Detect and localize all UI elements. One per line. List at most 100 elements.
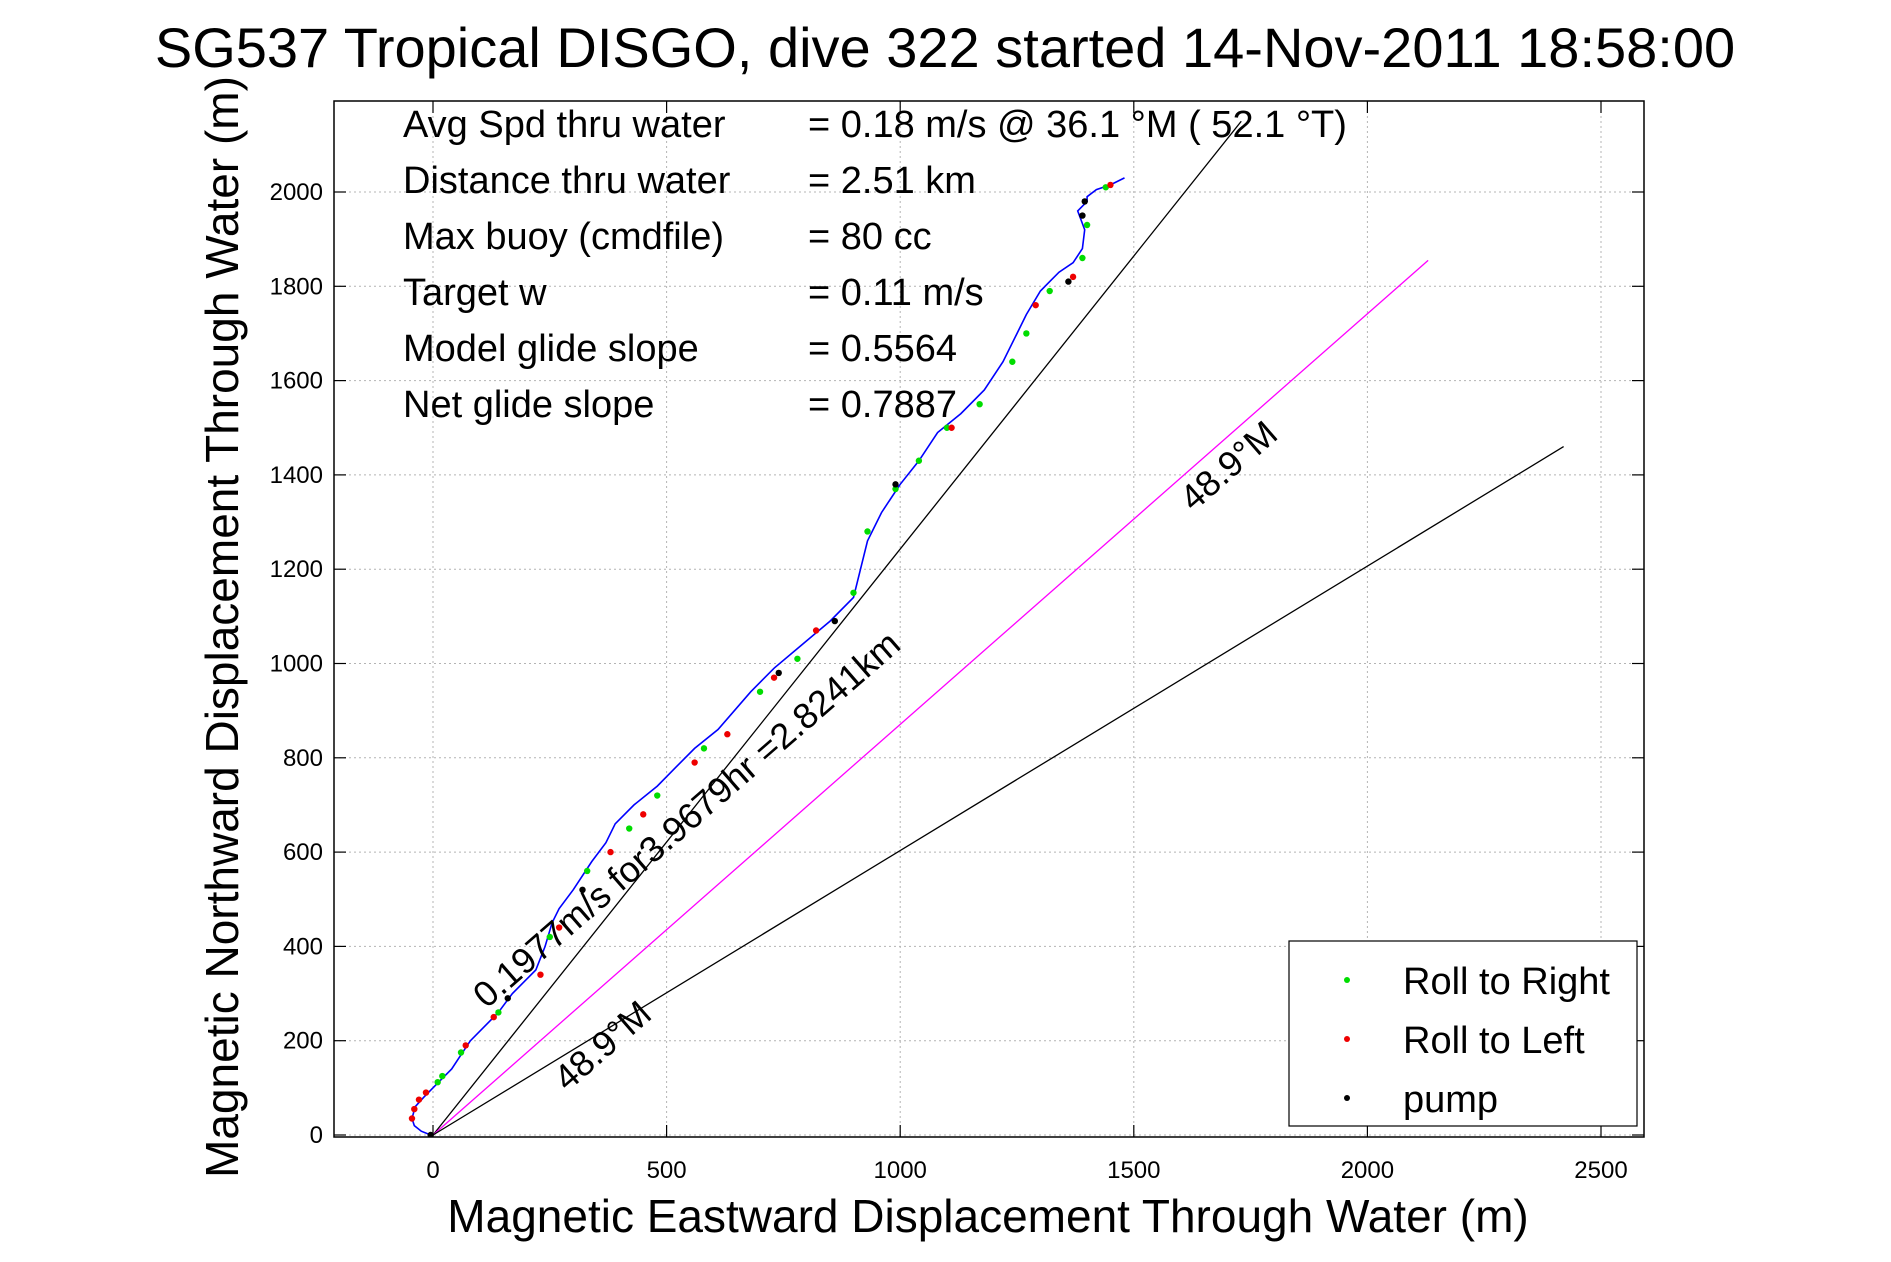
roll-right-marker [457,1049,465,1056]
roll-right-marker [794,655,801,662]
y-tick-label: 600 [283,839,323,866]
legend-label: Roll to Left [1403,1020,1585,1062]
pump-marker [775,669,782,677]
plot-frame [333,100,1645,1138]
axis-ticks: 0 500 1000 1500 2000 2500 0 200 400 600 800 1000 120… [270,101,1644,1184]
x-tick-label: 500 [647,1157,687,1184]
roll-left-marker [691,759,698,766]
annotation-label: 0.1977m/s for3.9679hr =2.8241km [465,623,908,1016]
annotation-label: 48.9°M [546,992,659,1098]
reference-line [432,120,1242,1136]
roll-left-marker [411,1105,418,1113]
track-line [411,177,1125,1136]
x-tick-label: 1500 [1107,1157,1160,1184]
roll-left-marker [408,1115,416,1122]
roll-right-marker [864,528,871,535]
roll-left-marker [1032,301,1039,309]
legend-marker [1344,1095,1350,1101]
pump-marker [1081,198,1088,205]
y-tick-label: 800 [283,745,323,772]
stat-label: Net glide slope [403,384,654,426]
roll-right-marker [892,485,899,493]
roll-right-marker [654,792,661,799]
roll-left-marker [724,731,731,738]
y-tick-label: 1400 [270,462,323,489]
reference-lines [432,120,1564,1136]
roll-left-marker [555,924,563,931]
roll-left-marker [607,848,614,856]
legend-label: Roll to Right [1403,961,1610,1003]
roll-right-marker [495,1009,502,1016]
roll-right-marker [546,933,553,941]
glider-track [411,177,1125,1136]
roll-left-marker [640,811,647,818]
y-tick-label: 1800 [270,273,323,300]
y-tick-label: 0 [310,1122,323,1149]
y-tick-label: 2000 [270,179,323,206]
stat-value: = 2.51 km [808,160,976,202]
reference-line [432,259,1429,1136]
roll-right-marker [1046,287,1053,295]
roll-right-marker [1083,221,1091,229]
stat-value: = 0.7887 [808,384,957,426]
pump-marker [1079,212,1086,219]
roll-left-marker [812,627,820,634]
roll-left-marker [1069,273,1077,281]
stat-value: = 0.11 m/s [808,272,984,314]
roll-right-marker [976,400,983,408]
stat-label: Max buoy (cmdfile) [403,216,724,258]
y-tick-label: 400 [283,933,323,960]
y-tick-label: 1200 [270,556,323,583]
pump-marker [892,481,899,488]
roll-left-marker [422,1089,430,1096]
roll-right-marker [756,688,764,695]
annotation-label: 48.9°M [1172,412,1285,518]
reference-line [432,446,1564,1136]
pump-marker [1065,278,1072,285]
roll-right-marker [1009,358,1016,365]
stats-block: Avg Spd thru water = 0.18 m/s @ 36.1 °M (… [403,104,1347,426]
x-tick-label: 2500 [1574,1157,1627,1184]
x-tick-label: 1000 [874,1157,927,1184]
roll-right-marker [915,457,923,464]
roll-right-marker [1079,254,1086,262]
legend-marker [1344,1036,1350,1042]
roll-left-marker [948,424,955,431]
pump-marker [831,617,838,625]
pump-marker [579,886,586,894]
roll-right-marker [439,1072,446,1080]
stat-label: Model glide slope [403,328,699,370]
stat-value: = 0.5564 [808,328,957,370]
roll-right-marker [850,589,857,596]
legend: Roll to Right Roll to Left pump [1288,940,1638,1127]
roll-left-marker [415,1096,423,1103]
stat-label: Target w [403,272,547,314]
y-axis-label: Magnetic Northward Displacement Through … [196,76,248,1178]
stat-value: = 80 cc [808,216,932,258]
roll-left-marker [770,674,778,681]
annotations: 48.9°M0.1977m/s for3.9679hr =2.8241km48.… [465,412,1285,1098]
roll-right-marker [626,825,633,832]
pump-marker [427,1131,434,1137]
x-tick-label: 2000 [1341,1157,1394,1184]
stat-value: = 0.18 m/s @ 36.1 °M ( 52.1 °T) [808,104,1347,146]
legend-marker [1344,977,1350,983]
pump-marker [504,995,511,1002]
legend-label: pump [1403,1079,1498,1121]
roll-left-marker [537,971,544,978]
stat-label: Avg Spd thru water [403,104,726,146]
roll-right-marker [943,424,951,431]
roll-left-marker [462,1042,469,1049]
roll-left-marker [1107,181,1114,189]
y-tick-label: 1600 [270,368,323,395]
chart-title: SG537 Tropical DISGO, dive 322 started 1… [155,16,1735,79]
roll-right-marker [434,1078,441,1086]
roll-right-marker [583,867,591,875]
stat-label: Distance thru water [403,160,731,202]
x-axis-label: Magnetic Eastward Displacement Through W… [447,1190,1528,1242]
y-tick-label: 1000 [270,651,323,678]
y-tick-label: 200 [283,1028,323,1055]
roll-right-marker [1023,330,1030,337]
roll-left-marker [490,1013,497,1021]
